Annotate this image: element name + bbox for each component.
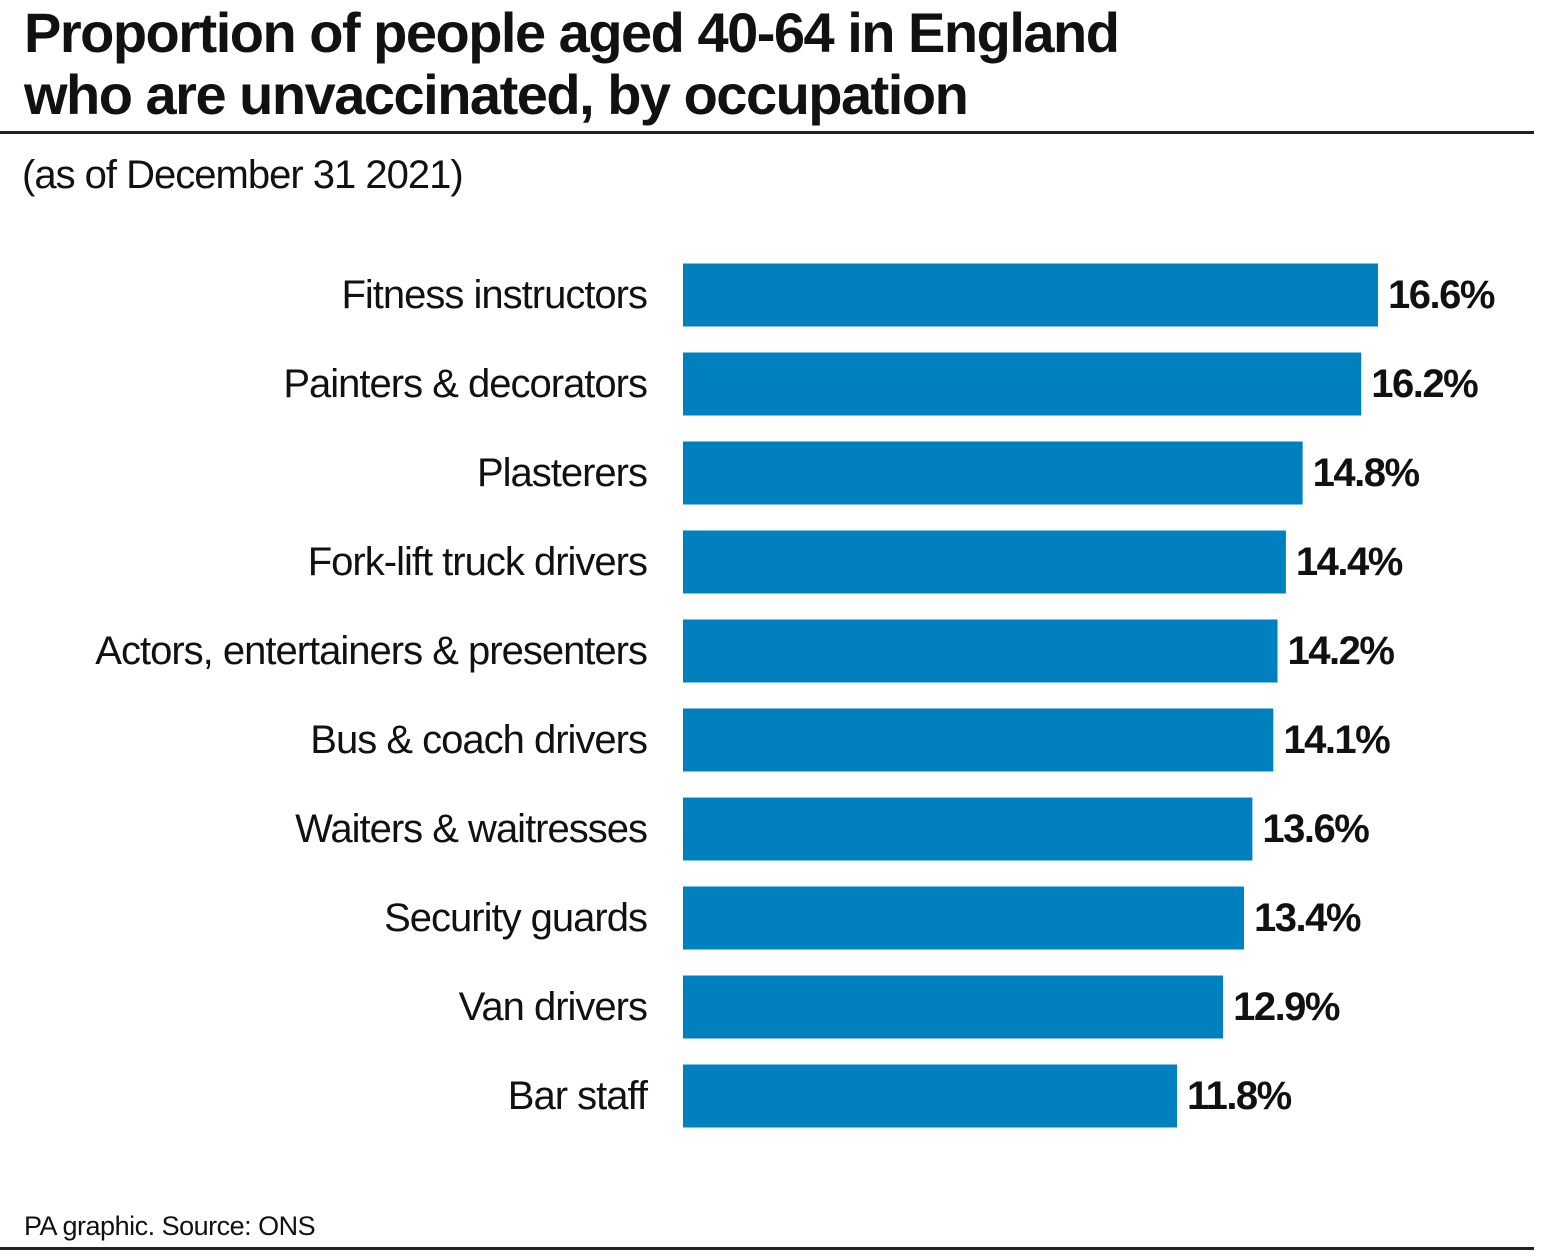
category-label: Fitness instructors [341, 273, 647, 317]
category-label: Plasterers [477, 451, 647, 495]
bar-row: Security guards 13.4% [384, 886, 1362, 950]
category-label: Bar staff [508, 1074, 649, 1118]
bar-row: Bar staff 11.8% [508, 1064, 1293, 1128]
category-label: Van drivers [459, 985, 647, 1029]
top-divider [0, 131, 1534, 134]
bar [683, 352, 1362, 416]
category-label: Waiters & waitresses [295, 807, 647, 851]
data-label: 12.9% [1233, 985, 1340, 1029]
data-label: 14.1% [1283, 718, 1390, 762]
data-label: 14.4% [1296, 540, 1403, 584]
chart-title-line-1: Proportion of people aged 40-64 in Engla… [24, 1, 1120, 64]
data-label: 13.6% [1262, 807, 1369, 851]
category-label: Painters & decorators [283, 362, 647, 406]
bar-row: Fitness instructors 16.6% [341, 263, 1496, 327]
data-label: 16.2% [1371, 362, 1478, 406]
bar-row: Bus & coach drivers 14.1% [310, 708, 1392, 772]
category-label: Actors, entertainers & presenters [95, 629, 647, 673]
bottom-divider [0, 1247, 1534, 1250]
bar [683, 619, 1278, 683]
data-label: 13.4% [1254, 896, 1361, 940]
data-label: 14.2% [1288, 629, 1395, 673]
bar-row: Van drivers 12.9% [459, 975, 1341, 1039]
bar [683, 441, 1303, 505]
category-label: Security guards [384, 896, 647, 940]
bar-row: Fork-lift truck drivers 14.4% [308, 530, 1404, 594]
chart-title-line-2: who are unvaccinated, by occupation [24, 63, 969, 126]
bar [683, 975, 1224, 1039]
bar [683, 263, 1378, 327]
source-credit: PA graphic. Source: ONS [24, 1211, 316, 1241]
bar-row: Actors, entertainers & presenters 14.2% [95, 619, 1396, 683]
bar [683, 530, 1286, 594]
chart-title: Proportion of people aged 40-64 in Engla… [24, 2, 1424, 126]
data-label: 11.8% [1187, 1074, 1292, 1118]
bar [683, 886, 1245, 950]
bar [683, 1064, 1178, 1128]
bar-row: Plasterers 14.8% [477, 441, 1421, 505]
data-label: 16.6% [1388, 273, 1495, 317]
data-label: 14.8% [1313, 451, 1420, 495]
bar-row: Painters & decorators 16.2% [283, 352, 1480, 416]
bar [683, 708, 1274, 772]
bar [683, 797, 1253, 861]
category-label: Fork-lift truck drivers [308, 540, 647, 584]
category-label: Bus & coach drivers [310, 718, 647, 762]
chart-subtitle: (as of December 31 2021) [22, 153, 464, 197]
bar-row: Waiters & waitresses 13.6% [295, 797, 1371, 861]
